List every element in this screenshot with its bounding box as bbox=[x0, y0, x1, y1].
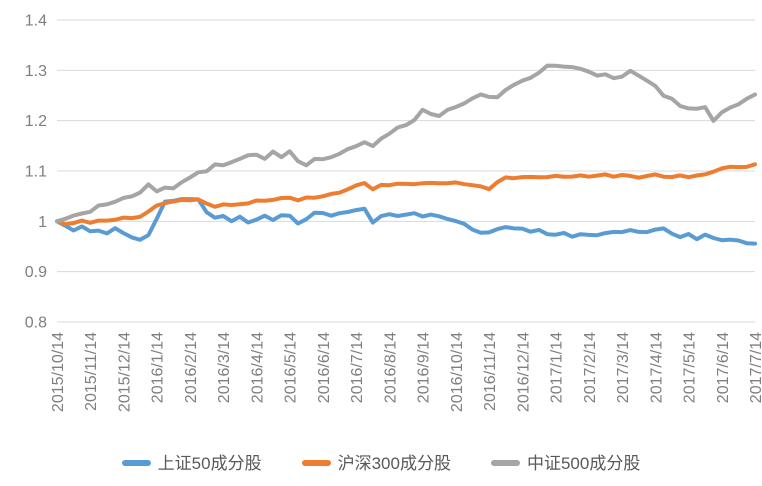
legend-line-marker-gray bbox=[490, 460, 520, 466]
x-axis-tick-label: 2016/12/14 bbox=[515, 332, 532, 412]
x-axis-tick-label: 2016/10/14 bbox=[449, 332, 466, 412]
x-axis-tick-label: 2016/3/14 bbox=[216, 332, 233, 403]
legend-line-marker-orange bbox=[301, 460, 331, 466]
x-axis-tick-label: 2017/2/14 bbox=[582, 332, 599, 403]
y-axis-tick-label: 1 bbox=[38, 214, 47, 231]
x-axis-tick-label: 2017/4/14 bbox=[648, 332, 665, 403]
y-axis-tick-label: 1.2 bbox=[25, 113, 47, 130]
x-axis-tick-label: 2016/7/14 bbox=[349, 332, 366, 403]
x-axis-tick-label: 2015/11/14 bbox=[83, 332, 100, 411]
y-axis-tick-label: 1.4 bbox=[25, 13, 47, 30]
x-axis-tick-label: 2016/8/14 bbox=[382, 332, 399, 403]
x-axis-tick-label: 2016/4/14 bbox=[249, 332, 266, 403]
x-axis-tick-label: 2017/6/14 bbox=[715, 332, 732, 403]
legend-item-sse50: 上证50成分股 bbox=[121, 453, 262, 473]
x-axis-tick-label: 2016/6/14 bbox=[316, 332, 333, 403]
y-axis-tick-label: 1.1 bbox=[25, 164, 47, 181]
x-axis-tick-label: 2016/11/14 bbox=[482, 332, 499, 411]
legend-item-csi300: 沪深300成分股 bbox=[301, 453, 451, 473]
x-axis-tick-label: 2016/9/14 bbox=[416, 332, 433, 403]
legend: 上证50成分股 沪深300成分股 中证500成分股 bbox=[0, 448, 762, 478]
x-axis-tick-label: 2015/10/14 bbox=[50, 332, 67, 412]
x-axis-tick-label: 2016/2/14 bbox=[183, 332, 200, 403]
x-axis-tick-label: 2017/5/14 bbox=[682, 332, 699, 403]
legend-line-marker-blue bbox=[121, 460, 151, 466]
legend-label: 上证50成分股 bbox=[157, 453, 262, 473]
x-axis-tick-label: 2017/3/14 bbox=[615, 332, 632, 403]
y-axis-tick-label: 0.9 bbox=[25, 264, 47, 281]
y-axis-tick-label: 1.3 bbox=[25, 63, 47, 80]
series-line-2 bbox=[55, 63, 757, 224]
series-line-1 bbox=[55, 162, 757, 227]
y-axis-tick-label: 0.8 bbox=[25, 315, 47, 332]
x-axis-tick-label: 2016/1/14 bbox=[150, 332, 167, 403]
legend-item-csi500: 中证500成分股 bbox=[490, 453, 641, 473]
x-axis-tick-label: 2015/12/14 bbox=[116, 332, 133, 412]
x-axis-tick-label: 2017/7/14 bbox=[748, 332, 762, 403]
x-axis-tick-label: 2017/1/14 bbox=[549, 332, 566, 403]
legend-label: 沪深300成分股 bbox=[337, 453, 451, 473]
legend-label: 中证500成分股 bbox=[526, 453, 641, 473]
x-axis-tick-label: 2016/5/14 bbox=[283, 332, 300, 403]
